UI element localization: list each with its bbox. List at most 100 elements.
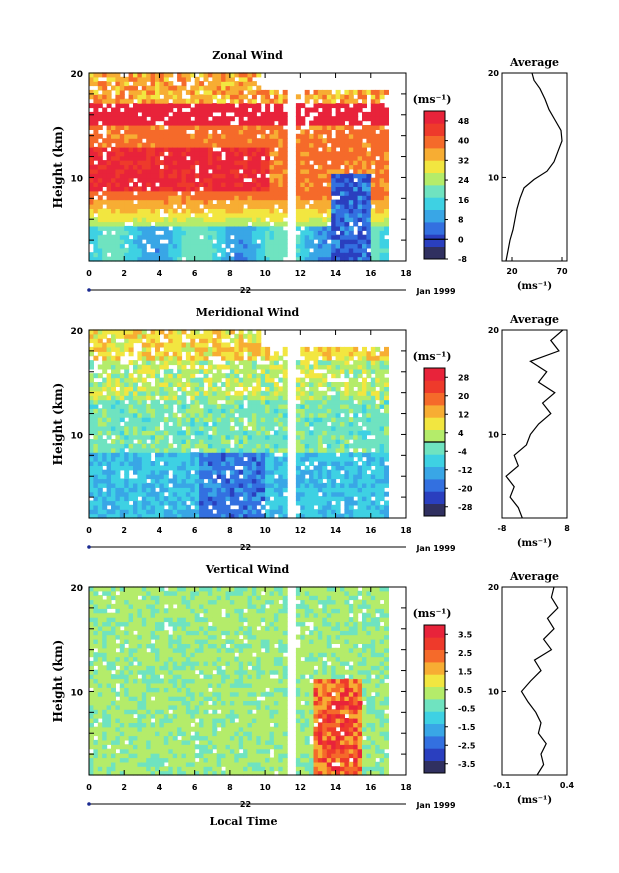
- heatmap-cell: [221, 500, 227, 506]
- heatmap-cell: [137, 186, 143, 192]
- heatmap-cell: [348, 513, 354, 519]
- heatmap-cell: [111, 408, 116, 414]
- heatmap-cell: [300, 430, 306, 436]
- heatmap-cell: [295, 491, 301, 497]
- heatmap-cell: [216, 491, 222, 497]
- heatmap-cell: [362, 221, 367, 227]
- heatmap-cell: [362, 509, 367, 515]
- heatmap-cell: [269, 164, 275, 170]
- heatmap-cell: [181, 509, 187, 515]
- heatmap-cell: [185, 412, 191, 418]
- heatmap-cell: [168, 412, 174, 418]
- heatmap-cell: [251, 247, 257, 253]
- heatmap-cell: [133, 151, 138, 157]
- heatmap-cell: [278, 247, 284, 253]
- heatmap-cell: [229, 461, 235, 466]
- heatmap-cell: [379, 173, 385, 179]
- heatmap-cell: [313, 151, 319, 157]
- heatmap-cell: [229, 329, 235, 335]
- heatmap-cell: [124, 208, 130, 214]
- heatmap-cell: [106, 151, 112, 157]
- heatmap-cell: [207, 474, 213, 480]
- heatmap-cell: [137, 125, 143, 130]
- heatmap-cell: [124, 125, 130, 130]
- heatmap-cell: [260, 425, 266, 431]
- heatmap-cell: [256, 190, 262, 196]
- heatmap-cell: [375, 151, 381, 157]
- heatmap-cell: [282, 243, 288, 249]
- colorbar-frame: [423, 110, 446, 260]
- heatmap-cell: [362, 199, 367, 205]
- heatmap-cell: [247, 116, 253, 122]
- heatmap-cell: [194, 120, 200, 126]
- heatmap-cell: [273, 408, 279, 414]
- heatmap-cell: [247, 155, 253, 161]
- heatmap-cell: [119, 125, 125, 130]
- heatmap-cell: [357, 256, 363, 262]
- heatmap-cell: [317, 474, 323, 480]
- heatmap-cell: [295, 434, 301, 440]
- heatmap-cell: [163, 107, 169, 113]
- heatmap-cell: [322, 217, 328, 223]
- heatmap-cell: [326, 412, 332, 418]
- heatmap-cell: [155, 125, 160, 130]
- heatmap-cell: [194, 408, 200, 414]
- heatmap-cell: [133, 487, 138, 493]
- heatmap-cell: [322, 465, 328, 471]
- heatmap-cell: [216, 81, 222, 87]
- heatmap-cell: [133, 377, 138, 383]
- heatmap-cell: [273, 355, 279, 361]
- heatmap-cell: [353, 182, 359, 187]
- heatmap-cell: [177, 76, 183, 82]
- heatmap-cell: [225, 425, 231, 431]
- heatmap-cell: [229, 465, 235, 471]
- heatmap-cell: [269, 395, 275, 401]
- heatmap-cell: [163, 382, 169, 387]
- heatmap-cell: [199, 247, 205, 253]
- heatmap-cell: [379, 478, 385, 484]
- heatmap-cell: [309, 395, 315, 401]
- heatmap-cell: [190, 443, 196, 449]
- heatmap-cell: [111, 478, 116, 484]
- x-tick-label: 2: [121, 269, 127, 278]
- heatmap-cell: [181, 208, 187, 214]
- heatmap-cell: [207, 395, 213, 401]
- heatmap-cell: [384, 500, 389, 506]
- heatmap-cell: [370, 513, 376, 519]
- heatmap-cell: [313, 212, 319, 218]
- heatmap-cell: [216, 164, 222, 170]
- heatmap-cell: [199, 452, 205, 458]
- heatmap-cell: [357, 89, 363, 95]
- heatmap-cell: [304, 390, 310, 396]
- heatmap-cell: [229, 256, 235, 262]
- heatmap-cell: [194, 133, 200, 139]
- heatmap-cell: [353, 204, 359, 209]
- heatmap-cell: [260, 98, 266, 104]
- heatmap-cell: [141, 247, 147, 253]
- heatmap-cell: [247, 364, 253, 370]
- heatmap-cell: [146, 160, 152, 166]
- heatmap-cell: [181, 403, 187, 409]
- heatmap-cell: [203, 403, 209, 409]
- heatmap-cell: [243, 408, 249, 414]
- heatmap-cell: [309, 364, 315, 370]
- heatmap-cell: [199, 195, 205, 201]
- heatmap-cell: [137, 478, 143, 484]
- heatmap-cell: [163, 439, 169, 444]
- heatmap-cell: [344, 146, 350, 152]
- heatmap-cell: [216, 138, 222, 144]
- heatmap-cell: [133, 146, 138, 152]
- heatmap-cell: [203, 98, 209, 104]
- heatmap-cell: [269, 129, 275, 135]
- x-tick-label: 2: [121, 526, 127, 535]
- heatmap-cell: [137, 509, 143, 515]
- heatmap-cell: [141, 509, 147, 515]
- heatmap-cell: [225, 252, 231, 258]
- heatmap-cell: [124, 81, 130, 87]
- heatmap-cell: [379, 164, 385, 170]
- heatmap-cell: [353, 434, 359, 440]
- heatmap-cell: [317, 221, 323, 227]
- heatmap-cell: [93, 346, 99, 352]
- heatmap-cell: [317, 469, 323, 475]
- heatmap-cell: [256, 72, 262, 78]
